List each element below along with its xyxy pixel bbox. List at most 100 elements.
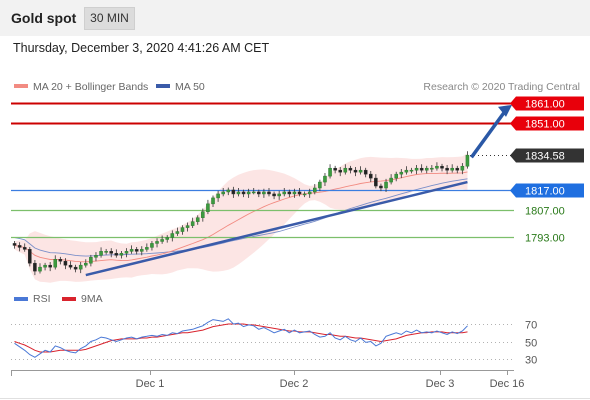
legend-swatch-ma50	[156, 84, 170, 88]
candle-body	[267, 191, 271, 195]
candle-body	[94, 255, 98, 258]
resistance-price-tag	[516, 116, 584, 131]
candle-body	[155, 241, 159, 244]
x-tick-label: Dec 1	[136, 378, 165, 390]
candle-body	[287, 191, 292, 195]
candle-body	[68, 264, 73, 268]
candle-body	[333, 167, 337, 171]
candle-body	[99, 251, 103, 256]
candle-body	[414, 167, 419, 171]
legend-ma20: MA 20 + Bollinger Bands	[33, 81, 148, 93]
candle-body	[363, 169, 368, 175]
candle-body	[63, 260, 68, 266]
candle-body	[379, 185, 383, 189]
candle-body	[409, 169, 414, 172]
candle-body	[109, 251, 114, 254]
x-tick-label: Dec 3	[426, 378, 455, 390]
candle-body	[190, 221, 195, 226]
resistance-price-tag	[516, 96, 584, 111]
candle-body	[139, 249, 144, 252]
candle-body	[185, 225, 190, 228]
candle-body	[236, 191, 241, 195]
candle-body	[216, 193, 220, 199]
x-tick-label: Dec 2	[280, 378, 309, 390]
candle-body	[353, 169, 358, 173]
rsi-tick-label: 30	[525, 355, 537, 367]
candle-body	[226, 189, 231, 193]
candle-body	[318, 181, 322, 189]
legend-9ma: 9MA	[81, 293, 103, 305]
candle-body	[104, 251, 108, 253]
candle-body	[348, 167, 353, 171]
chart-header: Gold spot 30 MIN	[0, 0, 590, 36]
candle-body	[282, 191, 287, 195]
candle-body	[374, 177, 378, 187]
candle-body	[129, 249, 134, 252]
candle-body	[277, 193, 281, 197]
candle-body	[221, 191, 225, 195]
timeframe-button[interactable]: 30 MIN	[84, 7, 135, 30]
candle-body	[262, 191, 266, 195]
candle-body	[38, 266, 42, 272]
resistance-tag-pointer	[510, 116, 516, 131]
last-tag-pointer	[510, 148, 516, 163]
candle-body	[323, 175, 327, 183]
candle-body	[246, 191, 251, 195]
candle-body	[124, 251, 129, 254]
rsi-tick-label: 70	[525, 320, 537, 332]
candle-body	[73, 266, 78, 270]
rsi-line	[14, 318, 468, 358]
candle-body	[358, 169, 363, 173]
legend-swatch-rsi	[14, 297, 28, 301]
candle-body	[430, 167, 434, 170]
candle-body	[460, 165, 465, 171]
candle-body	[241, 191, 246, 195]
candle-body	[119, 253, 124, 256]
candle-body	[389, 177, 393, 183]
candle-body	[465, 154, 470, 167]
candle-body	[201, 211, 205, 218]
candle-body	[180, 227, 185, 232]
candle-body	[160, 239, 164, 242]
candle-body	[440, 165, 444, 169]
candle-body	[48, 264, 52, 268]
candle-body	[368, 173, 373, 179]
candle-body	[89, 257, 93, 264]
candle-body	[384, 181, 388, 189]
candle-body	[170, 233, 175, 238]
candle-body	[419, 167, 424, 171]
candle-body	[43, 264, 47, 268]
candle-body	[302, 193, 307, 196]
candle-body	[17, 245, 22, 248]
candle-body	[211, 197, 215, 205]
candle-body	[251, 191, 256, 194]
copyright-text: Research © 2020 Trading Central	[423, 81, 580, 93]
candle-body	[175, 231, 180, 234]
candle-body	[114, 253, 119, 256]
pivot-price-label: 1817.00	[525, 186, 565, 198]
support-price-label: 1793.00	[525, 233, 565, 245]
candle-body	[455, 167, 460, 171]
candle-body	[338, 169, 343, 173]
candle-body	[435, 165, 439, 169]
candle-body	[58, 259, 63, 262]
candle-body	[78, 264, 83, 270]
candle-body	[134, 249, 139, 252]
candle-body	[53, 259, 58, 268]
support-trendline	[85, 180, 468, 277]
x-tick-label: Dec 16	[490, 378, 525, 390]
legend-swatch-9ma	[62, 297, 76, 301]
pivot-price-tag	[516, 183, 584, 198]
last-price-label: 1834.58	[525, 151, 565, 163]
candle-body	[404, 169, 409, 173]
candle-body	[399, 171, 404, 175]
resistance-price-label: 1851.00	[525, 119, 565, 131]
candle-body	[394, 173, 398, 179]
candle-body	[33, 262, 37, 272]
candle-body	[22, 247, 27, 250]
candle-body	[195, 217, 200, 222]
candle-body	[145, 247, 149, 250]
resistance-tag-pointer	[510, 96, 516, 111]
rsi-tick-label: 50	[525, 338, 537, 350]
